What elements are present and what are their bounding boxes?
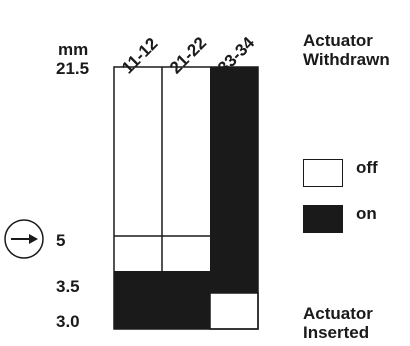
circled-right-arrow-icon bbox=[4, 219, 44, 259]
legend-label-on: on bbox=[356, 204, 377, 223]
level-label-bottom: 3.0 bbox=[56, 312, 80, 331]
legend-swatch-off bbox=[303, 159, 343, 187]
unit-label: mm bbox=[58, 40, 89, 59]
actuator-withdrawn-line1: Actuator bbox=[303, 31, 373, 50]
actuator-inserted-line1: Actuator bbox=[303, 304, 373, 323]
legend-label-off: off bbox=[356, 158, 378, 177]
level-label-mid: 5 bbox=[56, 231, 66, 250]
level-label-top: 21.5 bbox=[56, 59, 90, 78]
actuator-inserted-line2: Inserted bbox=[303, 323, 370, 342]
contact-33-34-on-region bbox=[210, 67, 258, 293]
actuator-withdrawn-line2: Withdrawn bbox=[303, 50, 390, 69]
chart-frame bbox=[113, 66, 259, 330]
legend-swatch-on bbox=[303, 205, 343, 233]
contact-33-34-off-region bbox=[209, 292, 259, 330]
level-label-lower: 3.5 bbox=[56, 277, 80, 296]
bottom-on-band bbox=[114, 271, 210, 329]
